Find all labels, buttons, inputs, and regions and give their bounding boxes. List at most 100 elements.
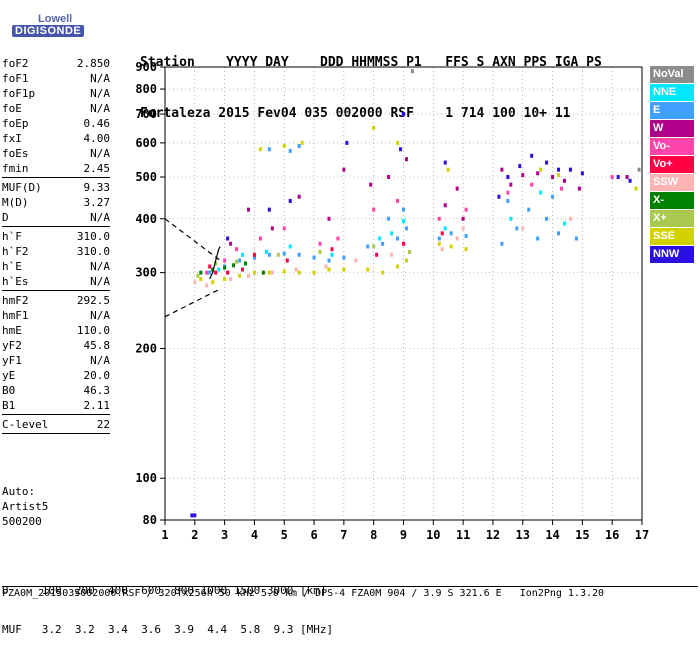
data-point (407, 249, 411, 254)
param-row: h`E N/A (2, 259, 110, 274)
y-tick-label: 80 (143, 513, 157, 527)
param-value: N/A (90, 260, 110, 273)
x-tick-label: 3 (221, 528, 228, 542)
x-tick-label: 4 (251, 528, 258, 542)
x-tick-label: 11 (456, 528, 470, 542)
data-point (521, 226, 525, 231)
data-point (536, 171, 540, 176)
polarization-legend: NoVal NNE E W Vo- Vo+ SSW X- X+ SSE NNW (650, 66, 694, 264)
legend-item: NNE (650, 84, 694, 101)
data-point (378, 236, 382, 241)
param-name: foEp (2, 117, 29, 130)
data-point (288, 244, 292, 249)
y-tick-label: 600 (135, 136, 157, 150)
autoscale-line-2: Artist5 (2, 500, 49, 513)
param-value: 110.0 (76, 324, 110, 337)
param-separator (2, 290, 110, 291)
data-point (223, 258, 227, 263)
data-point (235, 259, 239, 264)
data-point (252, 255, 256, 260)
param-separator (2, 414, 110, 415)
data-point (345, 140, 349, 145)
data-point (375, 252, 379, 257)
data-point (455, 236, 459, 241)
param-value: N/A (90, 147, 110, 160)
x-tick-label: 14 (545, 528, 559, 542)
data-point (312, 255, 316, 260)
header-values: Fortaleza 2015 Fev04 035 002000 RSF 1 71… (140, 106, 571, 121)
data-point (449, 231, 453, 236)
param-row: fxI 4.00 (2, 131, 110, 146)
autoscale-info: Auto: Artist5 500200 (2, 484, 48, 529)
data-point (404, 258, 408, 263)
distance-muf-table: D 100 200 400 600 800 1000 1500 3000 [km… (2, 558, 333, 649)
param-row: hmF2 292.5 (2, 293, 110, 308)
data-point (354, 258, 358, 263)
param-name: foF2 (2, 57, 29, 70)
distance-row: D 100 200 400 600 800 1000 1500 3000 [km… (2, 584, 327, 597)
x-tick-label: 6 (310, 528, 317, 542)
data-point (208, 270, 212, 275)
param-value: N/A (90, 354, 110, 367)
data-point (440, 247, 444, 252)
param-name: fxI (2, 132, 22, 145)
data-point (372, 125, 376, 130)
data-point (557, 173, 561, 178)
data-point (214, 261, 218, 266)
data-point (366, 244, 370, 249)
param-row: D N/A (2, 210, 110, 225)
data-point (387, 175, 391, 180)
data-point (497, 194, 501, 199)
param-name: hmE (2, 324, 22, 337)
data-point (539, 190, 543, 195)
data-point (509, 216, 513, 221)
param-name: foEs (2, 147, 29, 160)
data-point (530, 153, 534, 158)
param-row: foE N/A (2, 101, 110, 116)
data-point (390, 231, 394, 236)
data-point (437, 216, 441, 221)
param-row: foF1 N/A (2, 71, 110, 86)
param-row: C-level 22 (2, 417, 110, 432)
param-row: hmE 110.0 (2, 323, 110, 338)
param-row: h`Es N/A (2, 274, 110, 289)
param-row: M(D) 3.27 (2, 195, 110, 210)
data-point (551, 194, 555, 199)
param-row: h`F 310.0 (2, 229, 110, 244)
data-point (366, 267, 370, 272)
lowell-digisonde-logo: Lowell DIGISONDE (2, 6, 85, 48)
x-tick-label: 17 (635, 528, 649, 542)
logo-company: Lowell (38, 13, 73, 25)
y-tick-label: 100 (135, 471, 157, 485)
param-value: 0.46 (83, 117, 111, 130)
data-point (461, 226, 465, 231)
data-point (199, 276, 203, 281)
data-point (521, 173, 525, 178)
file-info-footer: FZA0M_2015035002000.RSF / 320fx256h 50 k… (2, 586, 698, 600)
upper-dashed (164, 218, 221, 261)
param-value: 22 (96, 418, 110, 431)
param-name: foE (2, 102, 22, 115)
param-row: fmin 2.45 (2, 161, 110, 176)
data-point (223, 276, 227, 281)
data-point (440, 231, 444, 236)
y-tick-label: 200 (135, 342, 157, 356)
data-point (580, 171, 584, 176)
data-point (500, 241, 504, 246)
data-point (276, 252, 280, 257)
data-point (545, 160, 549, 165)
param-name: B1 (2, 399, 16, 412)
x-tick-label: 2 (191, 528, 198, 542)
data-point (396, 198, 400, 203)
data-point (399, 147, 403, 152)
param-row: B0 46.3 (2, 383, 110, 398)
data-point (610, 175, 614, 180)
data-point (243, 261, 247, 266)
x-tick-label: 12 (486, 528, 500, 542)
y-tick-label: 400 (135, 212, 157, 226)
data-point (518, 164, 522, 169)
data-point (402, 112, 405, 117)
data-point (267, 147, 271, 152)
data-point (562, 221, 566, 226)
data-point (515, 226, 519, 231)
